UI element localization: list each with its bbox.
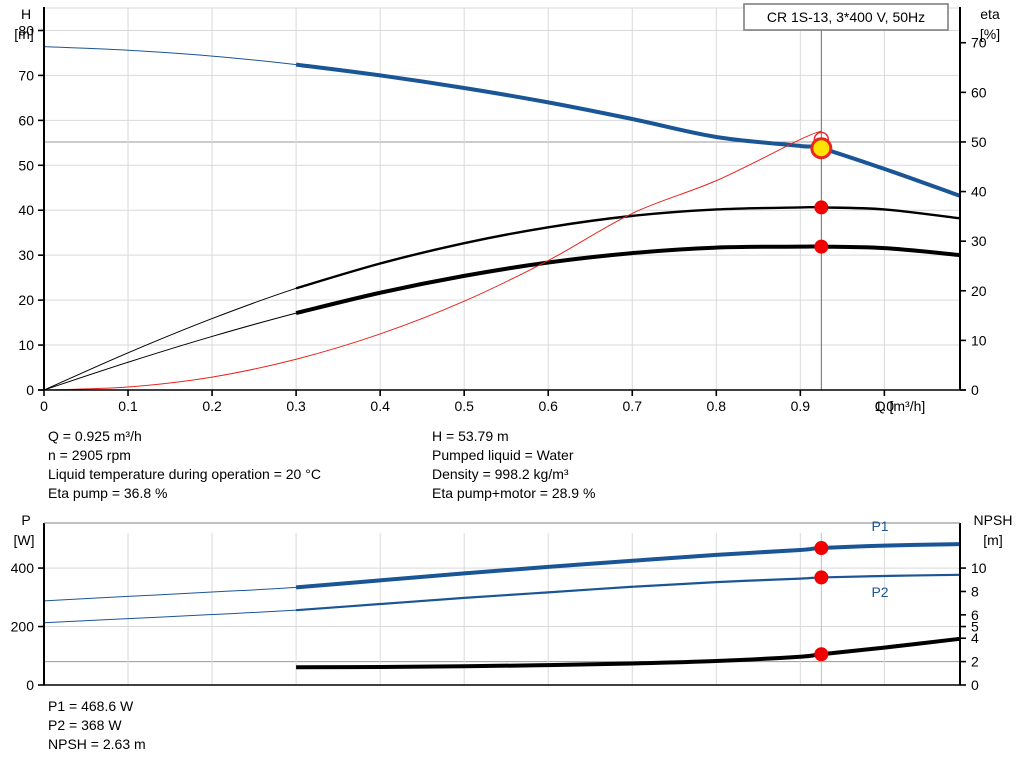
duty-marker-1 xyxy=(814,570,829,585)
y-tick-label-left-1: 10 xyxy=(18,337,34,353)
y-axis-left-title: H xyxy=(21,6,31,22)
y-tick-label-left-2: 20 xyxy=(18,292,34,308)
y-tick-label-right-3: 30 xyxy=(971,233,987,249)
y-tick-label-left-5: 50 xyxy=(18,157,34,173)
p1-curve-label: P1 xyxy=(871,518,888,534)
duty-info-right-line-1: Pumped liquid = Water xyxy=(432,447,574,463)
y-tick-label-right-2: 20 xyxy=(971,283,987,299)
eta-duty-marker-1 xyxy=(814,239,829,254)
x-tick-label-5: 0.5 xyxy=(454,398,474,414)
duty-info-left-line-1: n = 2905 rpm xyxy=(48,447,131,463)
top-chart-root: 0 10 20 30 40 50 60 70 80 0 10 20 30 40 50 60 70 0 0.1 0.2 0… xyxy=(14,3,1000,414)
curve-1-thick xyxy=(295,205,961,290)
duty-info-left-line-0: Q = 0.925 m³/h xyxy=(48,428,142,444)
y-tick-label-left-3: 30 xyxy=(18,247,34,263)
x-tick-label-7: 0.7 xyxy=(623,398,643,414)
y-axis-left-unit: [m] xyxy=(14,26,33,42)
duty-marker-0 xyxy=(814,541,829,556)
power-info: P1 = 468.6 W P2 = 368 W NPSH = 2.63 m xyxy=(48,697,428,754)
duty-point-marker[interactable] xyxy=(810,137,833,160)
bottom-chart-root: 0 200 400 0 2 456 8 10 P [W] NPSH [m] P1 P2 xyxy=(11,515,1013,693)
y-tick-label-right-5: 8 xyxy=(971,583,979,599)
y-tick-label-left-1: 200 xyxy=(11,619,35,635)
x-tick-label-4: 0.4 xyxy=(370,398,390,414)
y-tick-label-right-4: 40 xyxy=(971,184,987,200)
y-tick-label-left-4: 40 xyxy=(18,202,34,218)
y-tick-label-right-0: 0 xyxy=(971,677,979,693)
y-tick-label-left-8: 80 xyxy=(18,22,34,38)
y-tick-label-right-1: 10 xyxy=(971,332,987,348)
x-tick-label-6: 0.6 xyxy=(538,398,558,414)
curve-npsh-top-overlay- xyxy=(43,130,822,391)
y-axis-left-title: P xyxy=(21,515,30,528)
y-tick-label-right-1: 2 xyxy=(971,654,979,670)
duty-marker-2 xyxy=(814,647,829,662)
duty-info-right-line-2: Density = 998.2 kg/m³ xyxy=(432,466,569,482)
y-tick-label-right-0: 0 xyxy=(971,382,979,398)
y-tick-label-right-2: 4 xyxy=(971,630,979,646)
x-tick-label-2: 0.2 xyxy=(202,398,222,414)
p2-curve-label: P2 xyxy=(871,584,888,600)
y-axis-right-title: NPSH xyxy=(974,515,1013,528)
y-tick-label-right-5: 50 xyxy=(971,134,987,150)
curve-0-thick xyxy=(295,542,961,590)
curve-0-thick xyxy=(295,62,961,198)
y-tick-label-left-6: 60 xyxy=(18,112,34,128)
duty-info-right: H = 53.79 m Pumped liquid = Water Densit… xyxy=(432,427,832,503)
title-box xyxy=(743,3,949,31)
duty-info-right-line-3: Eta pump+motor = 28.9 % xyxy=(432,485,596,501)
x-tick-label-10: 1.0 xyxy=(875,398,895,414)
power-info-line-2: NPSH = 2.63 m xyxy=(48,736,146,752)
x-tick-label-1: 0.1 xyxy=(118,398,138,414)
curve-0-thin xyxy=(43,46,961,197)
duty-info-right-line-0: H = 53.79 m xyxy=(432,428,509,444)
x-tick-label-3: 0.3 xyxy=(286,398,306,414)
y-tick-label-right-6: 10 xyxy=(971,560,987,576)
power-info-line-1: P2 = 368 W xyxy=(48,717,122,733)
y-axis-right-title: eta xyxy=(980,6,1000,22)
power-npsh-chart: 0 200 400 0 2 456 8 10 P [W] NPSH [m] P1 P2 xyxy=(11,515,1013,693)
y-tick-label-right-7: 70 xyxy=(971,35,987,51)
y-tick-label-right-4: 6 xyxy=(971,607,979,623)
duty-info-left-line-2: Liquid temperature during operation = 20… xyxy=(48,466,321,482)
y-tick-label-right-6: 60 xyxy=(971,84,987,100)
y-tick-label-left-2: 400 xyxy=(11,560,35,576)
eta-duty-marker-0 xyxy=(814,200,829,215)
duty-info-left: Q = 0.925 m³/h n = 2905 rpm Liquid tempe… xyxy=(48,427,428,503)
curve-2-thick xyxy=(295,244,961,316)
y-tick-label-right-3: 5 xyxy=(971,619,979,635)
x-tick-label-9: 0.9 xyxy=(791,398,811,414)
y-tick-label-left-0: 0 xyxy=(26,677,34,693)
curve-2-thick xyxy=(296,636,961,670)
y-axis-left-unit: [W] xyxy=(14,532,35,548)
head-eta-chart: 0 10 20 30 40 50 60 70 80 0 10 20 30 40 50 60 70 0 0.1 0.2 0… xyxy=(14,3,1000,414)
curve-1-thick xyxy=(296,573,961,612)
y-axis-right-unit: [%] xyxy=(980,26,1000,42)
x-axis-title: Q [m³/h] xyxy=(875,398,926,414)
y-axis-right-unit: [m] xyxy=(983,532,1002,548)
x-tick-label-0: 0 xyxy=(40,398,48,414)
y-tick-label-left-7: 70 xyxy=(18,67,34,83)
y-tick-label-left-0: 0 xyxy=(26,382,34,398)
duty-info-left-line-3: Eta pump = 36.8 % xyxy=(48,485,168,501)
power-info-line-0: P1 = 468.6 W xyxy=(48,698,134,714)
pump-model-label: CR 1S-13, 3*400 V, 50Hz xyxy=(767,9,925,25)
x-tick-label-8: 0.8 xyxy=(707,398,727,414)
